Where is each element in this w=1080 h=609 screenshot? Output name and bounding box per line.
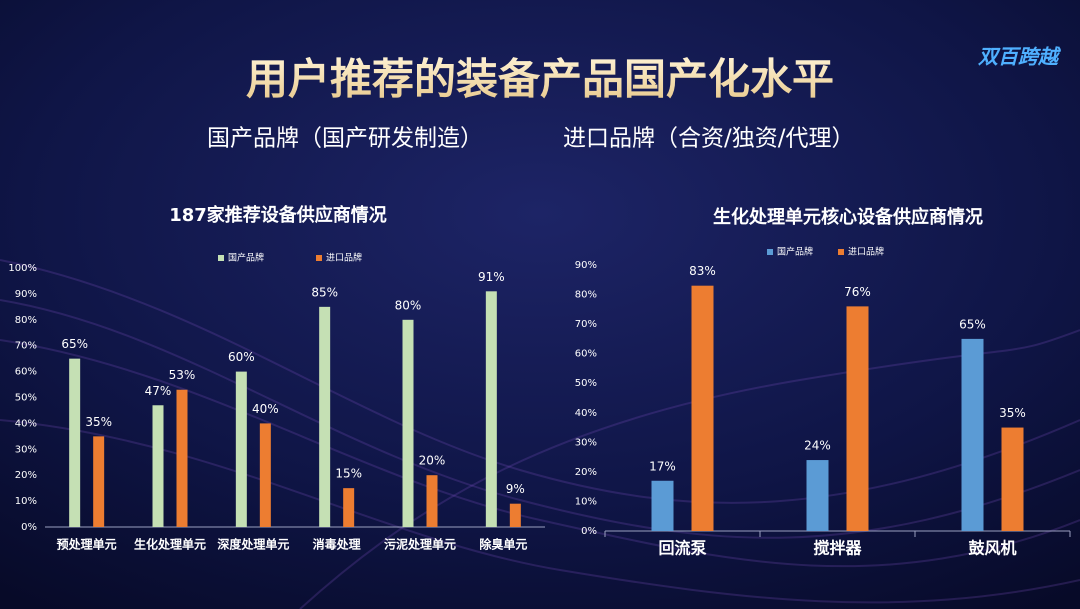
x-tick-label: 除臭单元 [479,537,527,552]
y-tick-label: 80% [575,290,597,301]
legend-swatch [218,255,224,261]
x-tick-label: 深度处理单元 [217,537,289,552]
y-tick-label: 60% [15,367,37,378]
bar [846,306,869,531]
bar [259,423,271,527]
data-label: 24% [804,439,831,453]
bar [1001,427,1024,531]
x-tick-label: 回流泵 [658,539,706,558]
legend-swatch [838,249,844,255]
subtitle-left: 国产品牌（国产研发制造） [207,126,483,152]
y-tick-label: 50% [575,378,597,389]
y-tick-label: 0% [21,522,37,533]
data-label: 83% [689,264,716,278]
slide-title: 用户推荐的装备产品国产化水平 [246,55,834,104]
data-label: 35% [999,406,1026,420]
bar [806,460,829,531]
decor-swirls [0,259,1080,609]
data-label: 40% [252,402,279,416]
y-tick-label: 30% [575,437,597,448]
bar [402,319,414,527]
bar [651,480,674,531]
legend-label: 国产品牌 [228,252,264,264]
x-tick-label: 预处理单元 [57,537,117,552]
y-tick-label: 60% [575,349,597,360]
data-label: 53% [169,368,196,382]
y-tick-label: 20% [575,467,597,478]
bar [235,371,247,527]
bar [509,503,521,527]
y-tick-label: 40% [575,408,597,419]
y-tick-label: 30% [15,444,37,455]
legend-label: 进口品牌 [326,252,362,264]
data-label: 76% [844,285,871,299]
y-tick-label: 10% [575,496,597,507]
data-label: 15% [335,467,362,481]
x-tick-label: 搅拌器 [813,539,862,558]
bar [343,488,355,527]
data-label: 80% [395,298,422,312]
data-label: 65% [959,317,986,331]
y-tick-label: 90% [15,289,37,300]
data-label: 91% [478,270,505,284]
data-label: 17% [649,459,676,473]
y-tick-label: 40% [15,418,37,429]
y-tick-label: 70% [575,319,597,330]
legend-swatch [316,255,322,261]
data-label: 47% [145,384,172,398]
x-tick-label: 生化处理单元 [134,537,206,552]
bar [152,405,164,527]
legend-swatch [767,249,773,255]
x-tick-label: 污泥处理单元 [384,537,456,552]
legend-label: 进口品牌 [848,246,884,258]
legend-label: 国产品牌 [777,246,813,258]
x-tick-label: 鼓风机 [968,539,1016,558]
chart-title: 187家推荐设备供应商情况 [169,204,387,226]
data-label: 35% [85,415,112,429]
bar [961,338,984,531]
y-tick-label: 0% [581,526,597,537]
subtitle-right: 进口品牌（合资/独资/代理） [563,126,855,152]
y-tick-label: 80% [15,315,37,326]
bar [426,475,438,527]
bar [691,285,714,531]
y-tick-label: 20% [15,470,37,481]
bar [69,358,81,527]
y-tick-label: 10% [15,496,37,507]
data-label: 60% [228,350,255,364]
y-tick-label: 70% [15,341,37,352]
bar [319,306,331,527]
x-tick-label: 消毒处理 [313,537,361,552]
data-label: 9% [506,482,525,496]
data-label: 65% [61,337,88,351]
y-tick-label: 100% [8,263,37,274]
y-tick-label: 50% [15,393,37,404]
bar [485,291,497,527]
bar [93,436,105,527]
data-label: 20% [419,454,446,468]
logo: 双百跨越 [977,45,1062,69]
data-label: 85% [311,285,338,299]
y-tick-label: 90% [575,260,597,271]
chart-title: 生化处理单元核心设备供应商情况 [713,206,983,228]
bar [176,389,188,527]
